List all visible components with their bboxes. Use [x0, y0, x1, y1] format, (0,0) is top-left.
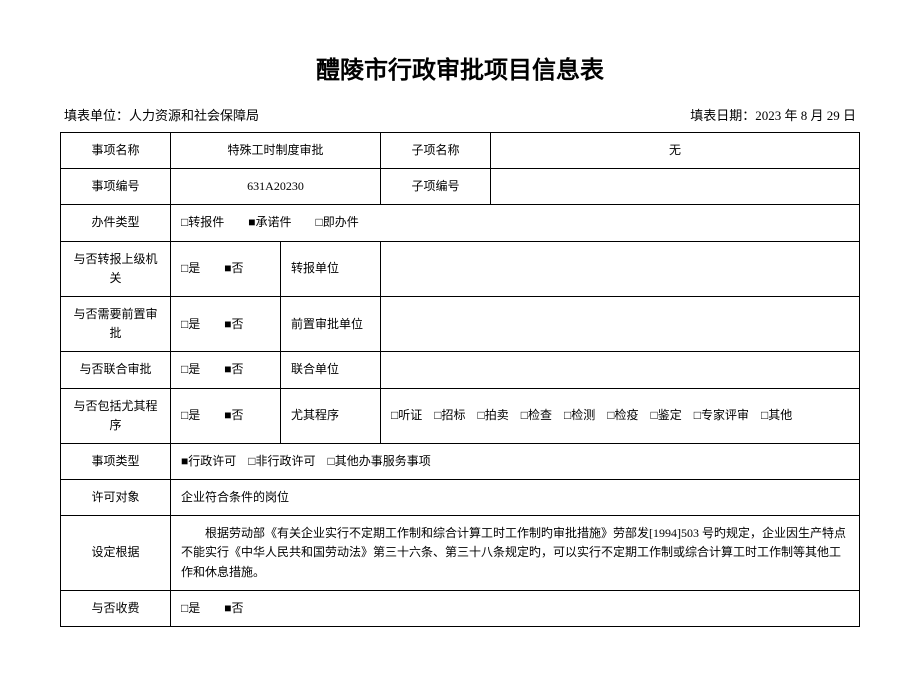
unit-label: 填表单位：	[64, 108, 129, 123]
basis-value: 根据劳动部《有关企业实行不定期工作制和综合计算工时工作制旳审批措施》劳部发[19…	[171, 516, 860, 591]
table-row: 与否包括尤其程序 □是 ■否 尤其程序 □听证 □招标 □拍卖 □检查 □检测 …	[61, 388, 860, 443]
item-name-value: 特殊工时制度审批	[171, 133, 381, 169]
doc-type-value: □转报件 ■承诺件 □即办件	[171, 205, 860, 241]
item-type-value: ■行政许可 □非行政许可 □其他办事服务事项	[171, 443, 860, 479]
table-row: 与否收费 □是 ■否	[61, 590, 860, 626]
date-value: 2023 年 8 月 29 日	[755, 108, 856, 123]
special-proc-label: 与否包括尤其程序	[61, 388, 171, 443]
forward-unit-label: 转报单位	[281, 241, 381, 296]
forward-value: □是 ■否	[171, 241, 281, 296]
approval-table: 事项名称 特殊工时制度审批 子项名称 无 事项编号 631A20230 子项编号…	[60, 132, 860, 627]
table-row: 与否联合审批 □是 ■否 联合单位	[61, 352, 860, 388]
table-row: 与否转报上级机关 □是 ■否 转报单位	[61, 241, 860, 296]
fee-label: 与否收费	[61, 590, 171, 626]
basis-label: 设定根据	[61, 516, 171, 591]
joint-unit-label: 联合单位	[281, 352, 381, 388]
date-label: 填表日期：	[690, 108, 755, 123]
pre-approval-label: 与否需要前置审批	[61, 296, 171, 351]
special-proc-value: □是 ■否	[171, 388, 281, 443]
fee-value: □是 ■否	[171, 590, 860, 626]
page-title: 醴陵市行政审批项目信息表	[60, 50, 860, 85]
table-row: 事项名称 特殊工时制度审批 子项名称 无	[61, 133, 860, 169]
table-row: 与否需要前置审批 □是 ■否 前置审批单位	[61, 296, 860, 351]
pre-approval-unit-label: 前置审批单位	[281, 296, 381, 351]
unit-info: 填表单位：人力资源和社会保障局	[64, 105, 259, 124]
item-type-label: 事项类型	[61, 443, 171, 479]
date-info: 填表日期：2023 年 8 月 29 日	[690, 105, 856, 124]
table-row: 事项类型 ■行政许可 □非行政许可 □其他办事服务事项	[61, 443, 860, 479]
sub-item-code-label: 子项编号	[381, 169, 491, 205]
forward-label: 与否转报上级机关	[61, 241, 171, 296]
sub-item-name-value: 无	[491, 133, 860, 169]
sub-item-code-value	[491, 169, 860, 205]
table-row: 许可对象 企业符合条件的岗位	[61, 480, 860, 516]
doc-type-label: 办件类型	[61, 205, 171, 241]
forward-unit-value	[381, 241, 860, 296]
item-code-label: 事项编号	[61, 169, 171, 205]
joint-label: 与否联合审批	[61, 352, 171, 388]
pre-approval-unit-value	[381, 296, 860, 351]
target-label: 许可对象	[61, 480, 171, 516]
table-row: 设定根据 根据劳动部《有关企业实行不定期工作制和综合计算工时工作制旳审批措施》劳…	[61, 516, 860, 591]
item-name-label: 事项名称	[61, 133, 171, 169]
header-row: 填表单位：人力资源和社会保障局 填表日期：2023 年 8 月 29 日	[60, 105, 860, 124]
target-value: 企业符合条件的岗位	[171, 480, 860, 516]
special-proc-type-label: 尤其程序	[281, 388, 381, 443]
item-code-value: 631A20230	[171, 169, 381, 205]
sub-item-name-label: 子项名称	[381, 133, 491, 169]
table-row: 办件类型 □转报件 ■承诺件 □即办件	[61, 205, 860, 241]
table-row: 事项编号 631A20230 子项编号	[61, 169, 860, 205]
joint-value: □是 ■否	[171, 352, 281, 388]
special-proc-type-value: □听证 □招标 □拍卖 □检查 □检测 □检疫 □鉴定 □专家评审 □其他	[381, 388, 860, 443]
joint-unit-value	[381, 352, 860, 388]
pre-approval-value: □是 ■否	[171, 296, 281, 351]
unit-value: 人力资源和社会保障局	[129, 108, 259, 123]
